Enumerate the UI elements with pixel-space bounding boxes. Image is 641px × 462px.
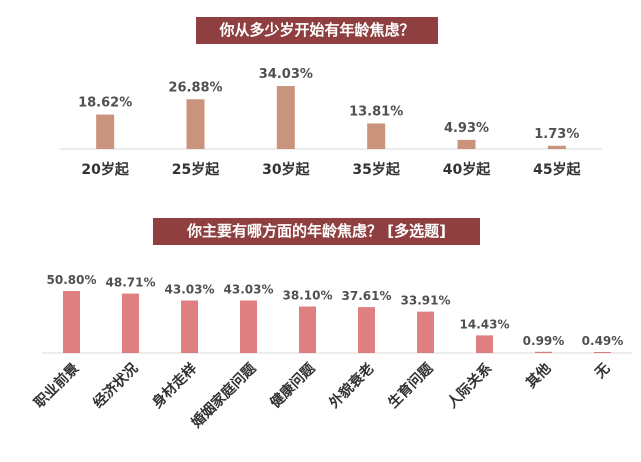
chart-2-category-label: 生育问题 xyxy=(385,359,437,411)
chart-1-bar xyxy=(186,99,205,149)
chart-2-value-label: 0.49% xyxy=(582,334,624,348)
chart-1-category-label: 45岁起 xyxy=(533,161,581,178)
chart-2-value-label: 43.03% xyxy=(224,283,274,297)
chart-2-category-label: 外貌衰老 xyxy=(326,360,378,412)
chart-2-category-label: 其他 xyxy=(523,360,555,392)
chart-2-bar xyxy=(358,307,375,353)
chart-2-category-label: 健康问题 xyxy=(267,359,319,411)
chart-1-category-label: 30岁起 xyxy=(262,161,310,178)
chart-1-value-label: 13.81% xyxy=(349,104,403,119)
chart-1-title: 你从多少岁开始有年龄焦虑？ xyxy=(196,17,438,44)
chart-2-category-label: 婚姻家庭问题 xyxy=(188,359,260,431)
chart-1-value-label: 1.73% xyxy=(534,127,579,142)
chart-2-bar xyxy=(63,291,80,353)
chart-1-bar xyxy=(457,139,476,149)
chart-2-bar xyxy=(476,335,493,353)
chart-2-title: 你主要有哪方面的年龄焦虑？ [多选题] xyxy=(153,218,480,245)
chart-1-category-label: 35岁起 xyxy=(352,161,400,178)
chart-2-category-label: 人际关系 xyxy=(444,360,496,412)
chart-2-bar xyxy=(181,300,198,353)
chart-1-category-label: 20岁起 xyxy=(81,161,129,178)
chart-2-bar xyxy=(122,293,139,353)
chart-2-value-label: 14.43% xyxy=(460,317,510,331)
chart-2-value-label: 0.99% xyxy=(523,334,565,348)
chart-1-bar xyxy=(276,86,295,149)
chart-1-value-label: 18.62% xyxy=(78,96,132,111)
chart-1-value-label: 4.93% xyxy=(444,121,489,136)
chart-1-bar xyxy=(96,114,115,149)
chart-2-value-label: 38.10% xyxy=(283,289,333,303)
chart-2-bar xyxy=(535,351,552,353)
chart-2-bar xyxy=(240,300,257,353)
chart-2-category-label: 职业前景 xyxy=(31,360,83,412)
chart-2-bar xyxy=(594,352,611,353)
chart-1-category-label: 25岁起 xyxy=(172,161,220,178)
chart-1-category-label: 40岁起 xyxy=(443,161,491,178)
chart-2-value-label: 50.80% xyxy=(47,273,97,287)
chart-1-value-label: 34.03% xyxy=(259,67,313,82)
chart-1-bar xyxy=(547,145,566,149)
chart-2-value-label: 43.03% xyxy=(165,283,215,297)
chart-2-bar xyxy=(417,311,434,353)
chart-2-category-label: 无 xyxy=(591,361,613,383)
chart-2-value-label: 37.61% xyxy=(342,289,392,303)
chart-2-bar xyxy=(299,306,316,353)
chart-1-bar xyxy=(367,123,386,149)
chart-2-value-label: 33.91% xyxy=(401,294,451,308)
chart-1-value-label: 26.88% xyxy=(168,80,222,95)
chart-2-category-label: 经济状况 xyxy=(90,360,142,412)
chart-2-category-label: 身材走样 xyxy=(149,360,201,412)
chart-2-value-label: 48.71% xyxy=(106,276,156,290)
